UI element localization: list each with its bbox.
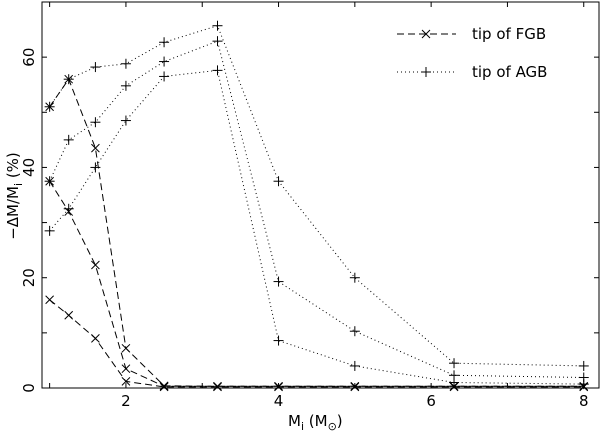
data-point-plus (449, 358, 460, 369)
data-point-x (91, 143, 100, 153)
marker-x-b (64, 74, 74, 84)
data-point-plus (159, 37, 170, 48)
x-axis-label-unit-open: (M (304, 412, 328, 430)
series-fgb-0 (45, 74, 589, 391)
y-axis-label-unit: (%) (4, 152, 22, 183)
data-point-x (213, 382, 222, 392)
series-agb-3 (44, 20, 589, 371)
marker-x-b (91, 334, 100, 343)
marker-x-b (274, 382, 283, 392)
data-point-x (64, 310, 74, 320)
data-point-x (350, 382, 360, 392)
series-fgb-2 (45, 295, 589, 392)
data-point-plus (212, 36, 223, 47)
series-layer (44, 20, 589, 392)
marker-x-b (213, 382, 222, 392)
marker-x-b (579, 382, 589, 392)
data-point-plus (63, 134, 74, 145)
plot-frame (41, 1, 600, 389)
data-point-plus (120, 80, 131, 91)
data-point-x (121, 343, 131, 353)
x-axis-label-sub: i (301, 420, 304, 433)
marker-x-b (45, 176, 54, 186)
marker-x-b (45, 295, 54, 305)
data-point-plus (212, 65, 223, 76)
axis-tick-labels: 2 4 6 8 0 20 40 60 (20, 48, 589, 410)
axis-ticks (42, 1, 599, 389)
series-agb-5 (44, 65, 589, 390)
legend-marker-agb (421, 67, 431, 77)
y-tick-label: 60 (20, 48, 38, 67)
data-point-plus (273, 276, 284, 287)
marker-x-b (91, 260, 100, 270)
legend: tip of FGB tip of AGB (397, 25, 547, 81)
series-line (49, 25, 584, 367)
data-point-x (45, 176, 54, 186)
legend-label-fgb: tip of FGB (472, 25, 546, 43)
x-tick-label: 8 (579, 392, 589, 410)
data-point-x (91, 334, 100, 343)
data-point-plus (349, 326, 360, 337)
series-fgb-1 (45, 176, 589, 391)
data-point-plus (349, 272, 360, 283)
data-point-plus (578, 360, 589, 371)
series-line (49, 69, 584, 385)
data-point-plus (349, 360, 360, 371)
data-point-x (159, 382, 169, 392)
data-point-x (121, 377, 131, 386)
marker-x-b (121, 364, 131, 374)
marker-x-b (64, 310, 74, 320)
data-point-x (64, 207, 74, 216)
x-tick-label: 6 (426, 392, 436, 410)
data-point-plus (120, 115, 131, 126)
data-point-plus (44, 225, 55, 236)
series-agb-4 (44, 36, 589, 383)
marker-x-b (159, 382, 169, 392)
x-tick-label: 4 (274, 392, 284, 410)
data-point-plus (90, 62, 101, 73)
marker-x-b (121, 377, 131, 386)
data-point-plus (273, 335, 284, 346)
series-line (49, 78, 584, 387)
data-point-plus (159, 56, 170, 67)
x-axis-label-unit-close: ) (337, 412, 343, 430)
x-axis-label-main: M (288, 412, 301, 430)
data-point-x (91, 260, 100, 270)
legend-marker-fgb (421, 29, 431, 39)
legend-label-agb: tip of AGB (472, 63, 547, 81)
y-tick-label: 20 (20, 268, 38, 287)
marker-x-b (350, 382, 360, 392)
data-point-x (579, 382, 589, 392)
y-tick-label: 0 (20, 383, 38, 393)
marker-x-b (449, 382, 459, 392)
y-axis-label-sub: i (12, 183, 25, 186)
data-point-plus (90, 162, 101, 173)
marker-x-b (64, 207, 74, 216)
data-point-plus (212, 20, 223, 31)
data-point-x (449, 382, 459, 392)
data-point-x (45, 295, 54, 305)
data-point-plus (90, 117, 101, 128)
data-point-plus (120, 58, 131, 69)
data-point-x (274, 382, 283, 392)
data-point-plus (273, 176, 284, 187)
data-point-x (64, 74, 74, 84)
marker-x-b (121, 343, 131, 353)
data-point-x (121, 364, 131, 374)
x-axis-label: Mi (M⊙) (288, 412, 343, 433)
series-line (49, 40, 584, 378)
y-tick-label: 40 (20, 158, 38, 177)
x-axis-label-unit-sub: ⊙ (328, 420, 337, 433)
y-axis-label-main: −ΔM/M (4, 186, 22, 240)
marker-x-b (421, 29, 431, 39)
y-axis-label: −ΔM/Mi (%) (4, 152, 25, 240)
marker-x-b (91, 143, 100, 153)
data-point-x (45, 102, 54, 112)
series-line (49, 299, 584, 388)
marker-x-b (45, 102, 54, 112)
series-line (49, 180, 584, 387)
x-tick-label: 2 (121, 392, 131, 410)
data-point-plus (159, 71, 170, 82)
